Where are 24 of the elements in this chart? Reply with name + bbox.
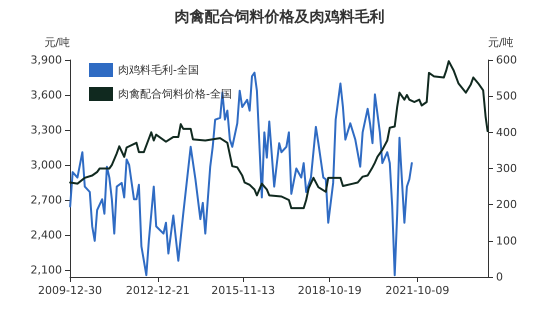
y2-tick-label: 600 bbox=[496, 54, 517, 66]
line-series bbox=[69, 60, 489, 210]
x-tick-label: 2018-10-19 bbox=[298, 284, 362, 297]
chart-title: 肉禽配合饲料价格及肉鸡料毛利 bbox=[174, 8, 384, 26]
y-tick-label: 2,400 bbox=[30, 228, 62, 242]
y2-tick-label: 100 bbox=[496, 234, 517, 248]
x-tick-label: 2021-10-09 bbox=[385, 284, 450, 297]
y-tick-label: 3,000 bbox=[30, 158, 62, 172]
y2-tick-label: 500 bbox=[496, 90, 517, 103]
x-tick-label: 2009-12-30 bbox=[38, 284, 102, 297]
y-axis-title: 元/吨 bbox=[44, 36, 70, 49]
y2-axis-title: 元/吨 bbox=[488, 36, 514, 49]
y2-tick-label: 400 bbox=[496, 126, 517, 139]
y-tick-label: 2,700 bbox=[30, 194, 62, 206]
legend-label: 肉鸡料毛利-全国 bbox=[118, 64, 199, 76]
y2-tick-label: 300 bbox=[496, 162, 517, 175]
y2-tick-label: 200 bbox=[496, 198, 517, 212]
y-tick-label: 3,600 bbox=[30, 88, 62, 102]
x-tick-label: 2015-11-13 bbox=[211, 284, 276, 297]
y-tick-label: 2,100 bbox=[30, 264, 62, 276]
y2-tick-label: 0 bbox=[496, 270, 503, 284]
y-tick-label: 3,900 bbox=[30, 54, 62, 66]
y-tick-label: 3,300 bbox=[30, 124, 62, 136]
x-tick-label: 2012-12-21 bbox=[126, 284, 190, 297]
